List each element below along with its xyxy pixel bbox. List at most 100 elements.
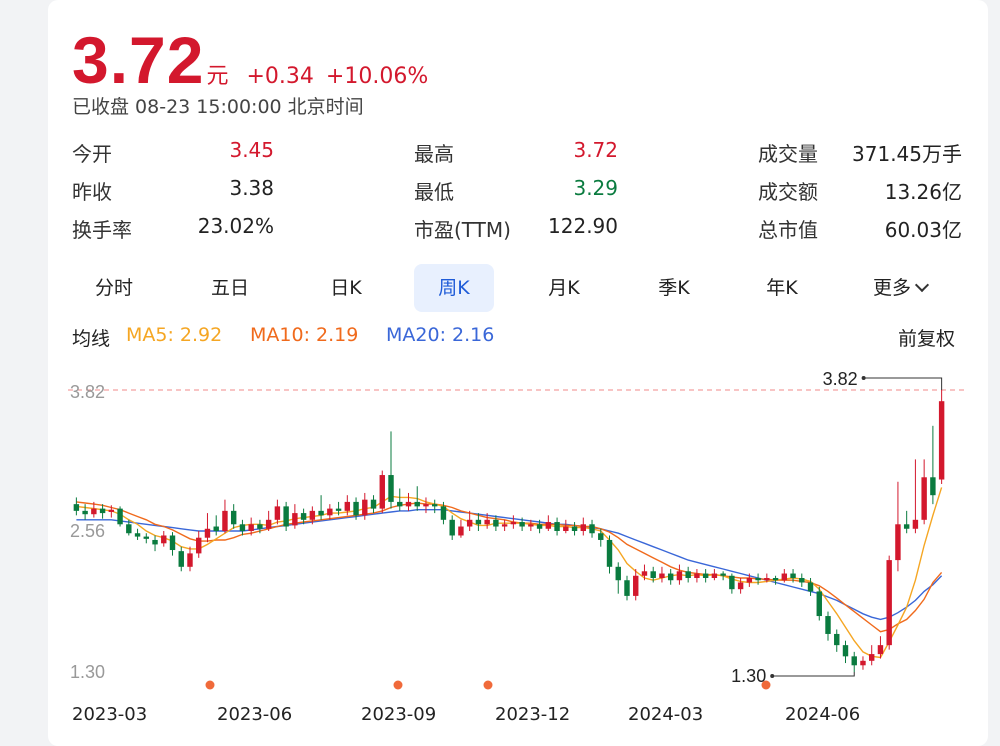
candle-body <box>230 510 237 525</box>
tab-five-day[interactable]: 五日 <box>210 277 249 299</box>
candle-body <box>702 573 709 578</box>
ma-legend: 均线 MA5: 2.92 MA10: 2.19 MA20: 2.16 前复权 <box>72 324 962 354</box>
candle-body <box>309 510 316 520</box>
tab-daily-k[interactable]: 日K <box>330 277 362 299</box>
candle-body <box>388 475 394 502</box>
candle-body <box>755 578 761 581</box>
kline-chart[interactable]: 3.82 2.56 1.30 3.82 1.30 <box>68 360 968 700</box>
candle-body <box>484 519 490 525</box>
stat-label: 成交量 <box>758 142 818 166</box>
stat-value: 60.03亿 <box>884 218 962 242</box>
candle-body <box>222 510 228 531</box>
x-tick-label: 2023-03 <box>72 704 148 725</box>
candle-body <box>475 519 482 525</box>
candle-body <box>912 519 919 529</box>
candle-body <box>117 508 123 525</box>
candle-body <box>895 524 901 561</box>
candle-body <box>265 519 272 529</box>
period-tabs: 分时 五日 日K 周K 月K 季K 年K 更多 <box>60 264 970 312</box>
candle-body <box>466 519 473 527</box>
candle-body <box>877 645 884 655</box>
candle-body <box>615 566 621 581</box>
candle-body <box>834 633 840 646</box>
candle-body <box>842 645 849 657</box>
candle-body <box>126 524 132 534</box>
candle-body <box>501 524 508 527</box>
candle-body <box>196 537 202 554</box>
candle-body <box>580 524 586 531</box>
candle-body <box>781 573 788 581</box>
stat-label: 换手率 <box>72 218 132 242</box>
ma5-line <box>76 487 943 659</box>
min-marker-line <box>772 672 855 677</box>
candle-body <box>370 499 377 509</box>
stat-value: 13.26亿 <box>884 180 962 204</box>
stat-label: 成交额 <box>758 180 818 204</box>
candle-body <box>571 526 578 531</box>
tab-quarterly-k[interactable]: 季K <box>658 277 690 299</box>
candle-body <box>650 571 656 578</box>
ma5-value: MA5: 2.92 <box>126 324 223 346</box>
candle-body <box>676 571 683 581</box>
candle-body <box>414 501 420 507</box>
y-tick-label: 2.56 <box>70 521 105 541</box>
candle-body <box>405 501 412 507</box>
candle-body <box>152 539 158 545</box>
candle-body <box>624 580 630 596</box>
candle-body <box>178 551 184 567</box>
candle-body <box>938 401 945 480</box>
candle-body <box>134 533 141 537</box>
stat-label: 今开 <box>72 142 112 166</box>
stat-label: 昨收 <box>72 180 112 204</box>
candle-body <box>213 526 219 531</box>
candle-body <box>423 504 429 507</box>
tab-intraday[interactable]: 分时 <box>94 277 133 299</box>
event-marker-dot <box>205 680 215 690</box>
adjust-mode[interactable]: 前复权 <box>898 328 956 350</box>
stats-row: 昨收 3.38 最低 3.29 成交额 13.26亿 <box>72 176 962 214</box>
ma20-line <box>76 508 943 621</box>
candle-body <box>335 508 342 511</box>
stat-value: 23.02% <box>197 214 274 238</box>
candle-body <box>764 578 770 581</box>
candle-body <box>851 656 857 666</box>
candle-body <box>930 477 936 496</box>
stat-value: 3.45 <box>229 138 274 162</box>
stat-value: 3.29 <box>573 176 618 200</box>
stat-value: 3.72 <box>573 138 618 162</box>
x-axis-labels: 2023-03 2023-06 2023-09 2023-12 2024-03 … <box>0 700 1000 730</box>
candle-body <box>860 660 866 666</box>
candle-body <box>807 582 814 592</box>
candle-body <box>816 591 822 617</box>
candle-body <box>598 533 604 540</box>
candle-body <box>204 528 211 538</box>
tab-weekly-k[interactable]: 周K <box>414 264 494 312</box>
candle-body <box>519 522 525 527</box>
stat-value: 371.45万手 <box>852 142 962 166</box>
min-marker-label: 1.30 <box>731 666 766 686</box>
candle-body <box>397 501 403 507</box>
candle-body <box>825 616 831 634</box>
candle-body <box>790 573 796 578</box>
candle-body <box>606 539 613 567</box>
candle-body <box>694 573 700 578</box>
tab-yearly-k[interactable]: 年K <box>766 277 798 299</box>
x-tick-label: 2023-12 <box>495 704 571 725</box>
price-change: +0.34 <box>246 64 314 89</box>
tab-monthly-k[interactable]: 月K <box>548 277 580 299</box>
candle-body <box>161 535 167 544</box>
tab-more[interactable]: 更多 <box>840 264 960 312</box>
candle-body <box>327 508 333 516</box>
x-tick-label: 2024-06 <box>785 704 861 725</box>
candle-body <box>353 501 359 516</box>
y-tick-label: 1.30 <box>70 662 105 682</box>
candle-body <box>772 578 779 581</box>
stats-row: 今开 3.45 最高 3.72 成交量 371.45万手 <box>72 138 962 176</box>
candle-body <box>659 573 665 578</box>
price-unit: 元 <box>206 64 229 89</box>
ma-label: 均线 <box>72 328 111 350</box>
event-marker-dot <box>761 680 771 690</box>
candle-body <box>528 524 534 527</box>
candle-body <box>536 524 543 529</box>
candle-body <box>711 573 718 578</box>
